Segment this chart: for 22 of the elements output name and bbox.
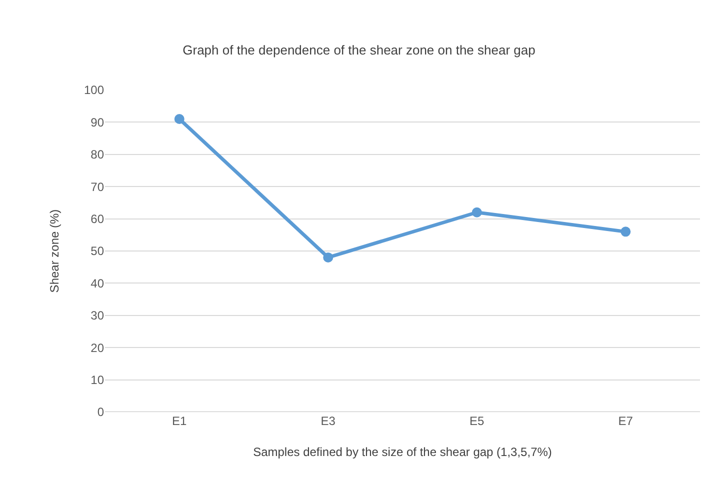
point bbox=[472, 207, 482, 218]
point bbox=[323, 252, 334, 262]
y-tick-label: 50 bbox=[90, 244, 104, 258]
y-tick-label: 60 bbox=[90, 212, 104, 226]
y-tick-label: 100 bbox=[84, 83, 104, 98]
y-tick-label: 70 bbox=[90, 180, 104, 194]
y-tick-label: 80 bbox=[90, 148, 104, 162]
x-tick-label: E7 bbox=[618, 414, 634, 428]
y-axis-title: Shear zone (%) bbox=[47, 209, 62, 293]
y-tick-label: 0 bbox=[97, 405, 104, 420]
y-tick-label: 90 bbox=[90, 115, 104, 130]
y-tick-label: 10 bbox=[90, 373, 104, 387]
x-tick-label: E1 bbox=[172, 414, 188, 428]
y-tick-label: 30 bbox=[90, 308, 104, 323]
point bbox=[620, 226, 631, 237]
x-tick-label: E3 bbox=[320, 414, 336, 428]
y-tick-label: 20 bbox=[90, 340, 104, 355]
y-tick-label: 40 bbox=[90, 276, 104, 290]
point bbox=[174, 114, 184, 124]
x-tick-label: E5 bbox=[470, 414, 485, 428]
chart-title: Graph of the dependence of the shear zone on the shear gap bbox=[182, 42, 536, 58]
x-axis-title: Samples defined by the size of the shear gap (1,3,5,7%) bbox=[253, 444, 552, 459]
